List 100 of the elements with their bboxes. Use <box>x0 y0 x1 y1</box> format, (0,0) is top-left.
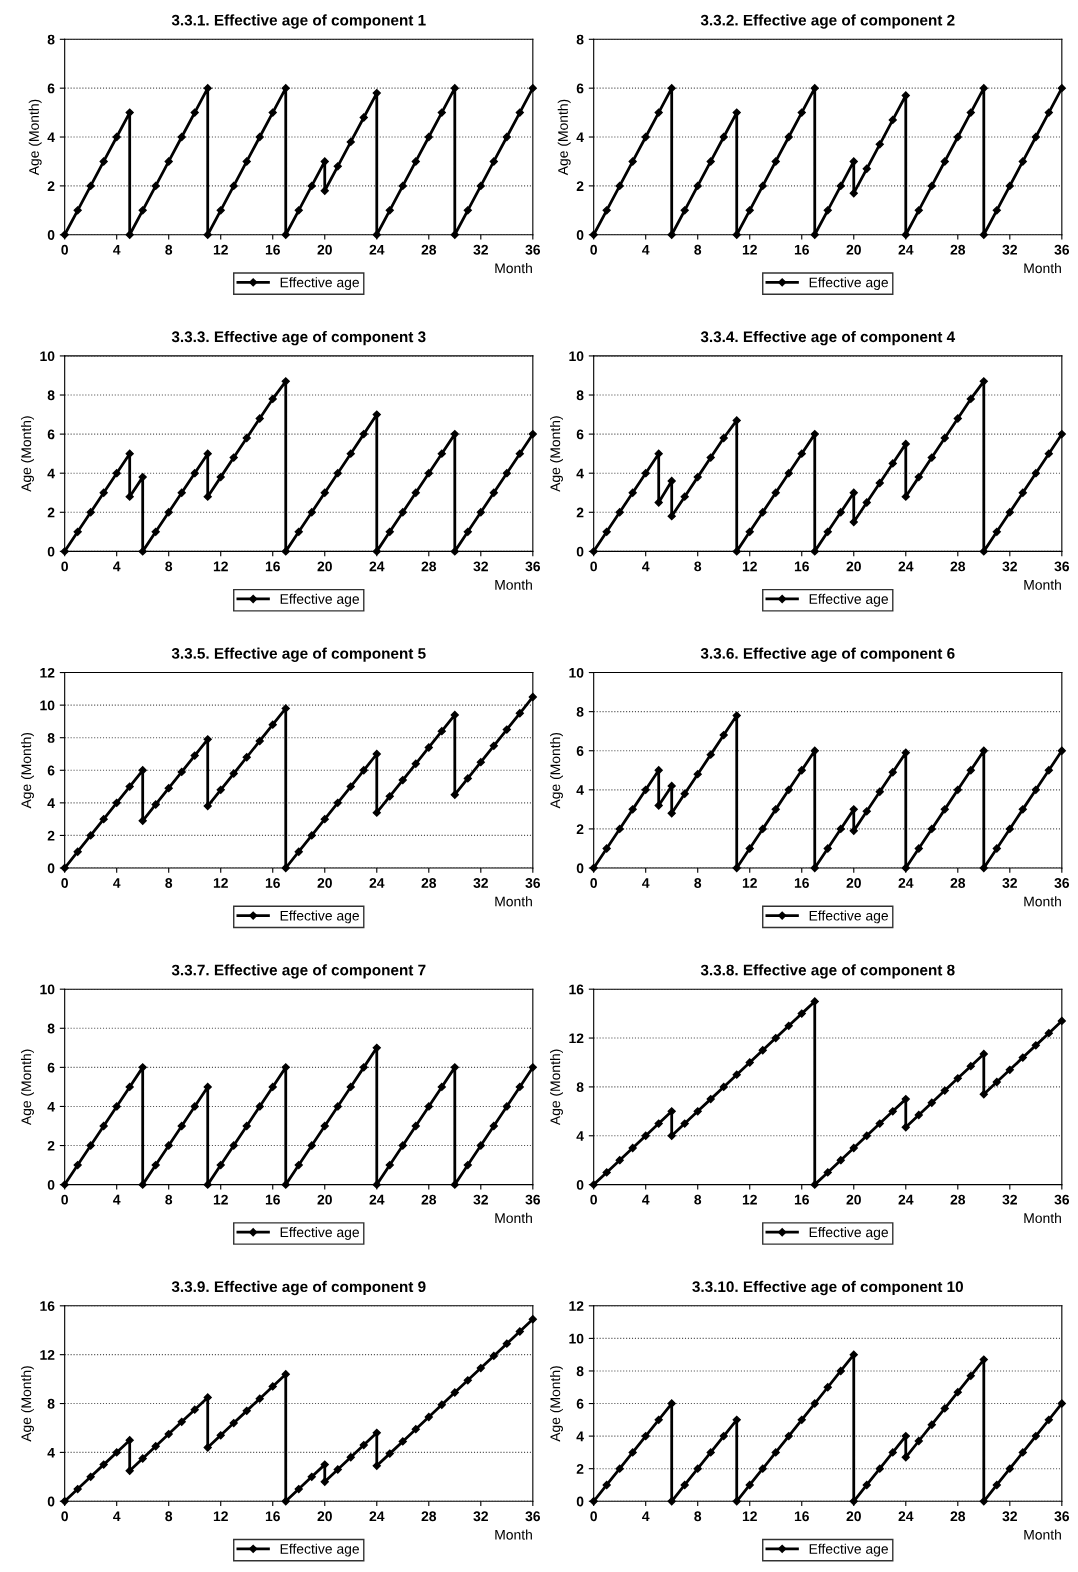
x-tick-label: 20 <box>317 561 332 572</box>
point <box>1031 1431 1040 1441</box>
point <box>979 84 988 93</box>
point <box>888 1448 897 1457</box>
point <box>424 1412 433 1422</box>
point <box>255 1394 264 1403</box>
point <box>641 1431 650 1441</box>
point <box>810 84 819 93</box>
point <box>398 181 407 191</box>
point <box>732 416 741 425</box>
legend-label: Effective age <box>280 1227 359 1240</box>
legend-label: Effective age <box>280 1543 359 1557</box>
y-tick-label: 4 <box>576 1431 584 1442</box>
point <box>628 1143 637 1153</box>
point <box>810 997 819 1006</box>
x-tick-label: 12 <box>742 561 757 572</box>
point <box>190 751 199 760</box>
point <box>515 1082 524 1092</box>
point <box>177 1121 186 1131</box>
x-tick-label: 4 <box>113 561 121 572</box>
y-tick-label: 0 <box>47 230 55 240</box>
point <box>437 1400 446 1409</box>
x-tick-label: 0 <box>590 878 597 888</box>
point <box>307 181 316 191</box>
point <box>398 775 407 785</box>
x-tick-label: 36 <box>525 1511 541 1522</box>
point <box>125 1082 134 1092</box>
point <box>745 1058 754 1067</box>
x-tick-label: 16 <box>265 1194 280 1205</box>
point <box>99 488 108 497</box>
point <box>875 787 884 796</box>
point <box>719 1082 728 1092</box>
point <box>836 1156 845 1165</box>
x-tick-label: 36 <box>1054 878 1070 888</box>
x-tick-label: 8 <box>694 1194 702 1205</box>
point <box>914 844 923 853</box>
point <box>385 527 394 536</box>
point <box>667 809 676 818</box>
point <box>927 453 936 462</box>
point <box>706 1448 715 1457</box>
x-tick-label: 16 <box>794 561 809 572</box>
y-tick-label: 8 <box>47 1398 55 1409</box>
point <box>502 1102 511 1111</box>
point <box>476 1141 485 1150</box>
x-tick-label: 36 <box>1054 561 1070 572</box>
point <box>294 847 303 856</box>
x-tick-label: 4 <box>113 1511 121 1522</box>
x-tick-label: 28 <box>421 878 437 888</box>
point <box>771 157 780 166</box>
point <box>641 1131 650 1140</box>
y-tick-label: 16 <box>40 1301 55 1311</box>
point <box>966 766 975 775</box>
y-tick-label: 6 <box>47 765 55 776</box>
point <box>138 1063 147 1072</box>
point <box>680 1119 689 1128</box>
point <box>216 785 225 794</box>
point <box>437 108 446 117</box>
point <box>125 782 134 791</box>
x-tick-label: 28 <box>950 1511 966 1522</box>
point <box>615 1156 624 1165</box>
point <box>73 1484 82 1494</box>
x-tick-label: 32 <box>1002 1194 1017 1205</box>
point <box>654 1415 663 1424</box>
chart-title: 3.3.1. Effective age of component 1 <box>171 14 426 29</box>
point <box>1018 1053 1027 1062</box>
x-tick-label: 36 <box>1054 1194 1070 1205</box>
y-tick-label: 8 <box>47 733 55 743</box>
chart-title: 3.3.8. Effective age of component 8 <box>700 964 955 979</box>
point <box>164 1141 173 1150</box>
point <box>385 206 394 215</box>
x-tick-label: 28 <box>950 1194 966 1205</box>
x-tick-label: 8 <box>694 1511 702 1522</box>
x-tick-label: 8 <box>165 561 173 572</box>
point <box>333 798 342 807</box>
x-tick-label: 8 <box>165 878 173 888</box>
y-axis-title: Age (Month) <box>21 1049 34 1126</box>
y-tick-label: 8 <box>47 390 55 401</box>
point <box>86 508 95 517</box>
point <box>385 1160 394 1170</box>
x-tick-label: 24 <box>898 878 914 888</box>
x-tick-label: 12 <box>742 244 757 255</box>
y-tick-label: 16 <box>569 984 584 995</box>
point <box>411 1425 420 1434</box>
point <box>268 720 277 729</box>
point <box>229 1418 238 1428</box>
x-tick-label: 16 <box>265 878 280 888</box>
point <box>151 1160 160 1170</box>
chart-title: 3.3.2. Effective age of component 2 <box>700 14 955 29</box>
chart-title: 3.3.4. Effective age of component 4 <box>700 330 956 346</box>
y-tick-label: 0 <box>576 1179 584 1190</box>
point <box>914 206 923 215</box>
point <box>628 488 637 497</box>
point <box>320 157 329 166</box>
point <box>229 1141 238 1150</box>
x-tick-label: 32 <box>473 1511 488 1522</box>
point <box>810 746 819 755</box>
point <box>849 517 858 527</box>
point <box>875 1119 884 1128</box>
x-tick-label: 36 <box>525 244 541 255</box>
y-tick-label: 10 <box>569 1333 584 1344</box>
